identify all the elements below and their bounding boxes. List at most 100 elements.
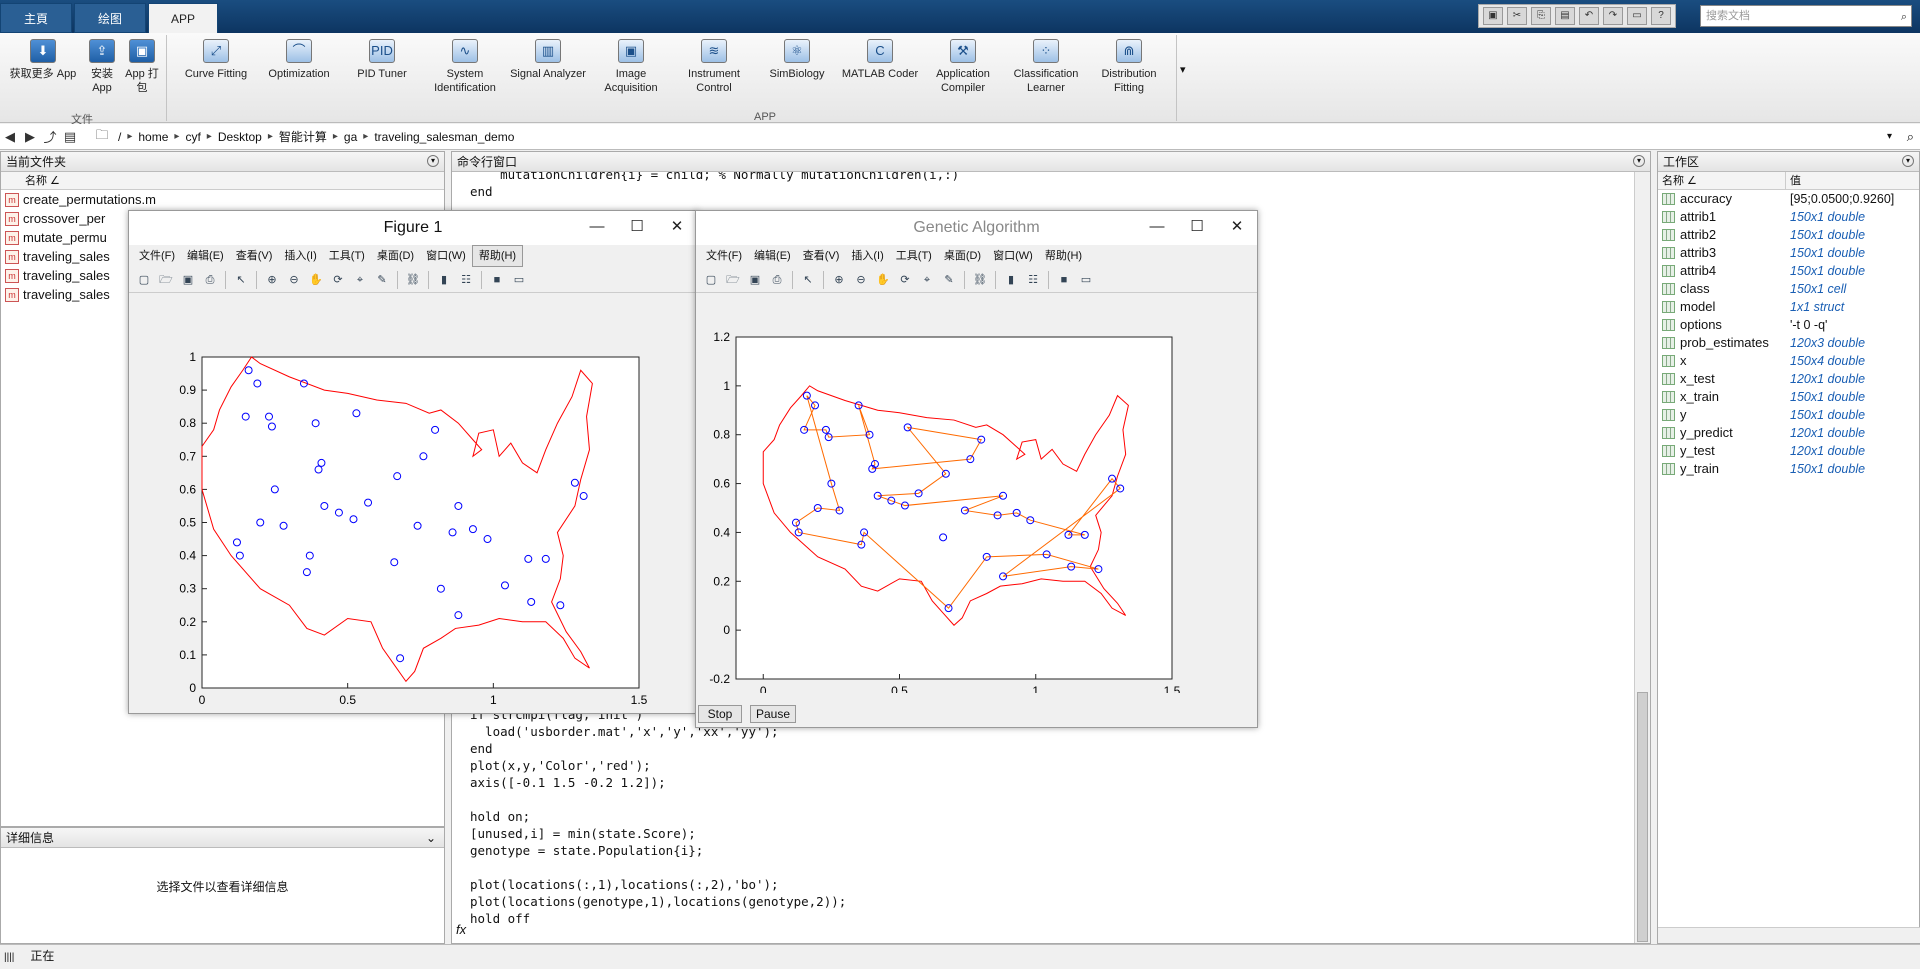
maximize-icon[interactable]: ☐ bbox=[630, 218, 644, 235]
app-button-image-acquisition[interactable]: ▣ Image Acquisition bbox=[591, 39, 671, 95]
zoom-in-icon[interactable]: ⊕ bbox=[834, 273, 844, 286]
minimize-icon[interactable]: — bbox=[589, 218, 605, 235]
menu-item[interactable]: 帮助(H) bbox=[471, 245, 524, 267]
menu-item[interactable]: 编辑(E) bbox=[187, 250, 224, 262]
command-scrollbar[interactable] bbox=[1634, 172, 1650, 943]
breadcrumb-item[interactable]: home bbox=[138, 129, 169, 144]
brush-icon[interactable]: ✎ bbox=[944, 273, 954, 286]
breadcrumb-item[interactable]: cyf bbox=[185, 129, 201, 144]
menu-item[interactable]: 插入(I) bbox=[284, 250, 317, 262]
data-cursor-icon[interactable]: ⌖ bbox=[923, 273, 931, 286]
workspace-variable[interactable]: model 1x1 struct bbox=[1658, 298, 1919, 316]
link-icon[interactable]: ⛓ bbox=[406, 273, 420, 286]
figure2-window[interactable]: Genetic Algorithm — ☐ ✕ 文件(F) 编辑(E) 查看(V) 插… bbox=[695, 210, 1258, 728]
breadcrumb-item[interactable]: Desktop bbox=[217, 129, 262, 144]
zoom-out-icon[interactable]: ⊖ bbox=[856, 273, 866, 286]
up-folder-icon[interactable]: ⤴ bbox=[43, 130, 57, 145]
forward-icon[interactable]: ▶ bbox=[25, 128, 35, 144]
redo-icon[interactable]: ↷ bbox=[1603, 7, 1623, 25]
dock-icon[interactable]: ▭ bbox=[513, 273, 525, 286]
app-button-signal-analyzer[interactable]: ▥ Signal Analyzer bbox=[508, 39, 588, 81]
menu-item[interactable]: 桌面(D) bbox=[943, 250, 982, 262]
workspace-variable[interactable]: y 150x1 double bbox=[1658, 406, 1919, 424]
expand-gallery-icon[interactable]: ▾ bbox=[1180, 64, 1186, 76]
workspace-variable[interactable]: attrib2 150x1 double bbox=[1658, 226, 1919, 244]
save-icon[interactable]: ▣ bbox=[749, 273, 761, 286]
pan-icon[interactable]: ✋ bbox=[309, 273, 323, 286]
menu-item[interactable]: 插入(I) bbox=[851, 250, 884, 262]
pointer-icon[interactable]: ↖ bbox=[803, 273, 813, 286]
stop-button[interactable]: Stop bbox=[698, 705, 742, 723]
file-item[interactable]: m traveling_sales bbox=[1, 266, 444, 285]
new-icon[interactable]: ▢ bbox=[138, 273, 150, 286]
column-header-value[interactable]: 值 bbox=[1790, 175, 1801, 187]
legend-icon[interactable]: ☷ bbox=[461, 273, 471, 286]
app-button-system-identification[interactable]: ∿ System Identification bbox=[425, 39, 505, 95]
workspace-variable[interactable]: attrib1 150x1 double bbox=[1658, 208, 1919, 226]
print-icon[interactable]: ⎙ bbox=[205, 273, 215, 286]
pause-button[interactable]: Pause bbox=[750, 705, 796, 723]
link-icon[interactable]: ⛓ bbox=[973, 273, 987, 286]
package-app-button[interactable]: ▣ App 打包 bbox=[124, 39, 160, 95]
panel-menu-icon[interactable]: ▾ bbox=[1633, 155, 1645, 167]
colorbar-icon[interactable]: ▮ bbox=[1007, 273, 1015, 286]
install-app-button[interactable]: ⇪ 安装 App bbox=[84, 39, 120, 95]
collapse-icon[interactable]: ⌄ bbox=[425, 831, 436, 845]
help-icon[interactable]: ? bbox=[1651, 7, 1671, 25]
maximize-icon[interactable]: ☐ bbox=[1190, 218, 1204, 235]
colorbar-icon[interactable]: ▮ bbox=[440, 273, 448, 286]
zoom-out-icon[interactable]: ⊖ bbox=[289, 273, 299, 286]
menu-item[interactable]: 文件(F) bbox=[706, 250, 743, 262]
back-icon[interactable]: ◀ bbox=[5, 128, 15, 144]
cut-icon[interactable]: ✂ bbox=[1507, 7, 1527, 25]
file-item[interactable]: m create_permutations.m bbox=[1, 190, 444, 209]
menu-item[interactable]: 窗口(W) bbox=[426, 250, 466, 262]
legend-icon[interactable]: ☷ bbox=[1028, 273, 1038, 286]
tab-plots[interactable]: 绘图 bbox=[74, 3, 146, 33]
file-item[interactable]: m traveling_sales bbox=[1, 247, 444, 266]
workspace-variable[interactable]: x_test 120x1 double bbox=[1658, 370, 1919, 388]
address-search-icon[interactable]: ⌕ bbox=[1906, 128, 1914, 144]
menu-item[interactable]: 帮助(H) bbox=[1044, 250, 1083, 262]
workspace-variable[interactable]: options '-t 0 -q' bbox=[1658, 316, 1919, 334]
menu-item[interactable]: 桌面(D) bbox=[376, 250, 415, 262]
zoom-in-icon[interactable]: ⊕ bbox=[267, 273, 277, 286]
breadcrumb-item[interactable]: 智能计算 bbox=[278, 130, 327, 144]
app-button-optimization[interactable]: ⌒ Optimization bbox=[259, 39, 339, 81]
data-cursor-icon[interactable]: ⌖ bbox=[356, 273, 364, 286]
pan-icon[interactable]: ✋ bbox=[876, 273, 890, 286]
switch-windows-icon[interactable]: ▭ bbox=[1627, 7, 1647, 25]
workspace-hscroll[interactable] bbox=[1658, 927, 1920, 943]
workspace-variable[interactable]: x 150x4 double bbox=[1658, 352, 1919, 370]
save-icon[interactable]: ▣ bbox=[182, 273, 194, 286]
workspace-variable[interactable]: y_train 150x1 double bbox=[1658, 460, 1919, 478]
workspace-variable[interactable]: y_predict 120x1 double bbox=[1658, 424, 1919, 442]
address-dropdown-icon[interactable]: ▾ bbox=[1886, 131, 1892, 142]
get-more-apps-button[interactable]: ⬇ 获取更多 App bbox=[4, 39, 82, 81]
workspace-variable[interactable]: attrib4 150x1 double bbox=[1658, 262, 1919, 280]
hide-tools-icon[interactable]: ■ bbox=[1060, 273, 1068, 286]
workspace-variable[interactable]: y_test 120x1 double bbox=[1658, 442, 1919, 460]
app-button-classification-learner[interactable]: ⁘ Classification Learner bbox=[1006, 39, 1086, 95]
file-item[interactable]: m traveling_sales bbox=[1, 285, 444, 304]
hide-tools-icon[interactable]: ■ bbox=[493, 273, 501, 286]
browse-folder-icon[interactable]: ▤ bbox=[63, 128, 77, 144]
app-button-matlab-coder[interactable]: C MATLAB Coder bbox=[840, 39, 920, 81]
breadcrumb-item[interactable]: traveling_salesman_demo bbox=[374, 129, 515, 144]
open-icon[interactable]: 🗁 bbox=[159, 273, 173, 286]
undo-icon[interactable]: ↶ bbox=[1579, 7, 1599, 25]
rotate-icon[interactable]: ⟳ bbox=[333, 273, 343, 286]
copy-icon[interactable]: ⎘ bbox=[1531, 7, 1551, 25]
file-item[interactable]: m mutate_permu bbox=[1, 228, 444, 247]
workspace-variable[interactable]: x_train 150x1 double bbox=[1658, 388, 1919, 406]
workspace-variable[interactable]: class 150x1 cell bbox=[1658, 280, 1919, 298]
workspace-variable[interactable]: prob_estimates 120x3 double bbox=[1658, 334, 1919, 352]
menu-item[interactable]: 编辑(E) bbox=[754, 250, 791, 262]
save-icon[interactable]: ▣ bbox=[1483, 7, 1503, 25]
workspace-variable[interactable]: accuracy [95;0.0500;0.9260] bbox=[1658, 190, 1919, 208]
search-input[interactable]: 搜索文档 ⌕ bbox=[1700, 5, 1912, 27]
menu-item[interactable]: 工具(T) bbox=[328, 250, 365, 262]
app-button-application-compiler[interactable]: ⚒ Application Compiler bbox=[923, 39, 1003, 95]
pointer-icon[interactable]: ↖ bbox=[236, 273, 246, 286]
app-button-simbiology[interactable]: ⚛ SimBiology bbox=[757, 39, 837, 81]
